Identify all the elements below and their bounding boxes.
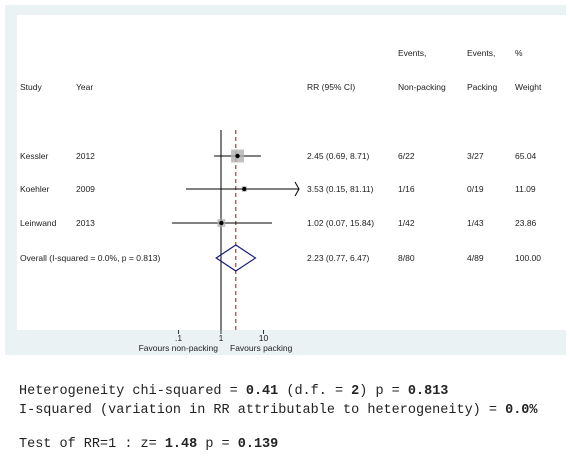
header-year: Year xyxy=(76,82,93,92)
study-ci: 1.02 (0.07, 15.84) xyxy=(307,218,374,228)
study-weight: 23.86 xyxy=(515,218,537,228)
overall-weight: 100.00 xyxy=(515,253,541,263)
i2-value: 0.0% xyxy=(505,403,538,418)
study-events-nonpacking: 1/16 xyxy=(398,184,415,194)
het-df-value: 2 xyxy=(351,384,360,399)
heterogeneity-line: Heterogeneity chi-squared = 0.41 (d.f. =… xyxy=(19,384,448,399)
het-p-label: ) p = xyxy=(359,384,408,399)
study-year: 2009 xyxy=(76,184,95,194)
study-weight: 11.09 xyxy=(515,184,536,194)
test-label: Test of RR=1 : z= xyxy=(19,437,165,452)
test-line: Test of RR=1 : z= 1.48 p = 0.139 xyxy=(19,437,278,452)
forest-plot: Events, Events, % Study Year RR (95% CI) Non-p… xyxy=(20,48,542,353)
overall-diamond xyxy=(215,244,257,272)
study-events-nonpacking: 6/22 xyxy=(398,151,415,161)
het-chi2-value: 0.41 xyxy=(245,384,279,399)
test-z-value: 1.48 xyxy=(164,437,198,452)
test-p-value: 0.139 xyxy=(237,437,279,452)
study-year: 2013 xyxy=(76,218,95,228)
study-events-packing: 0/19 xyxy=(467,184,484,194)
x-tick-label: 1 xyxy=(219,333,224,343)
study-label: Kessler xyxy=(20,151,49,161)
i-squared-line: I-squared (variation in RR attributable … xyxy=(19,403,538,418)
header-events-nonpacking-bottom: Non-packing xyxy=(398,82,446,92)
i2-label: I-squared (variation in RR attributable … xyxy=(19,403,506,418)
x-left-label: Favours non-packing xyxy=(139,343,219,353)
study-point xyxy=(242,186,247,192)
study-point xyxy=(219,220,224,226)
x-tick-label: .1 xyxy=(175,333,182,343)
header-ci: RR (95% CI) xyxy=(307,82,355,92)
overall-label: Overall (I-squared = 0.0%, p = 0.813) xyxy=(20,253,160,263)
study-events-packing: 3/27 xyxy=(467,151,484,161)
x-right-label: Favours packing xyxy=(230,343,293,353)
study-ci-arrow xyxy=(294,181,300,197)
study-ci: 3.53 (0.15, 81.11) xyxy=(307,184,374,194)
forest-plot-area: Events, Events,% Study Year RR (95% CI) Non-p… xyxy=(17,15,566,353)
overall-ci: 2.23 (0.77, 6.47) xyxy=(307,253,370,263)
study-weight: 65.04 xyxy=(515,151,537,161)
header-weight-top: % xyxy=(515,48,523,58)
study-label: Koehler xyxy=(20,184,49,194)
study-point xyxy=(235,153,240,159)
study-label: Leinwand xyxy=(20,218,57,228)
header-events-packing-top: Events, xyxy=(467,48,495,58)
study-year: 2012 xyxy=(76,151,95,161)
overall-events-nonpacking: 8/80 xyxy=(398,253,415,263)
het-df-label: (d.f. = xyxy=(278,384,352,399)
study-events-packing: 1/43 xyxy=(467,218,484,228)
header-study: Study xyxy=(20,82,42,92)
test-p-label: p = xyxy=(197,437,238,452)
study-ci: 2.45 (0.69, 8.71) xyxy=(307,151,370,161)
study-events-nonpacking: 1/42 xyxy=(398,218,415,228)
overall-events-packing: 4/89 xyxy=(467,253,484,263)
het-label: Heterogeneity chi-squared = xyxy=(19,384,246,399)
het-p-value: 0.813 xyxy=(407,384,449,399)
forest-plot-panel: Events, Events,% Study Year RR (95% CI) Non-p… xyxy=(5,5,566,355)
x-tick-label: 10 xyxy=(259,333,269,343)
header-events-packing-bottom: Packing xyxy=(467,82,498,92)
header-events-nonpacking-top: Events, xyxy=(398,48,426,58)
header-weight-bottom: Weight xyxy=(515,82,542,92)
